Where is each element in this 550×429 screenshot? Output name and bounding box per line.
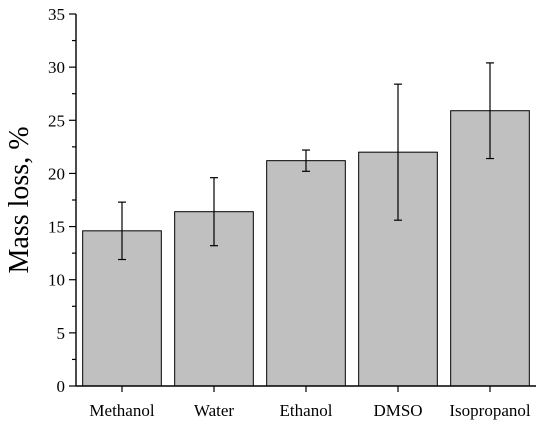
y-tick-label: 10 bbox=[48, 271, 65, 290]
x-tick-label-dmso: DMSO bbox=[373, 401, 422, 420]
axes-layer bbox=[69, 13, 536, 392]
x-tick-label-ethanol: Ethanol bbox=[280, 401, 333, 420]
y-tick-label: 5 bbox=[57, 324, 66, 343]
y-tick-label: 25 bbox=[48, 111, 65, 130]
y-tick-label: 15 bbox=[48, 218, 65, 237]
error-bars-layer bbox=[118, 62, 494, 261]
x-tick-label-methanol: Methanol bbox=[89, 401, 154, 420]
y-tick-label: 0 bbox=[57, 377, 66, 396]
y-tick-label: 20 bbox=[48, 164, 65, 183]
y-tick-label: 30 bbox=[48, 58, 65, 77]
labels-layer: Methanol Water Ethanol DMSO Isopropanol 0 5 10 1… bbox=[48, 5, 531, 420]
x-tick-label-water: Water bbox=[194, 401, 234, 420]
y-tick-label: 35 bbox=[48, 5, 65, 24]
x-tick-label-isopropanol: Isopropanol bbox=[449, 401, 530, 420]
y-axis-title: Mass loss, % bbox=[4, 126, 35, 273]
bar-ethanol bbox=[266, 160, 346, 387]
